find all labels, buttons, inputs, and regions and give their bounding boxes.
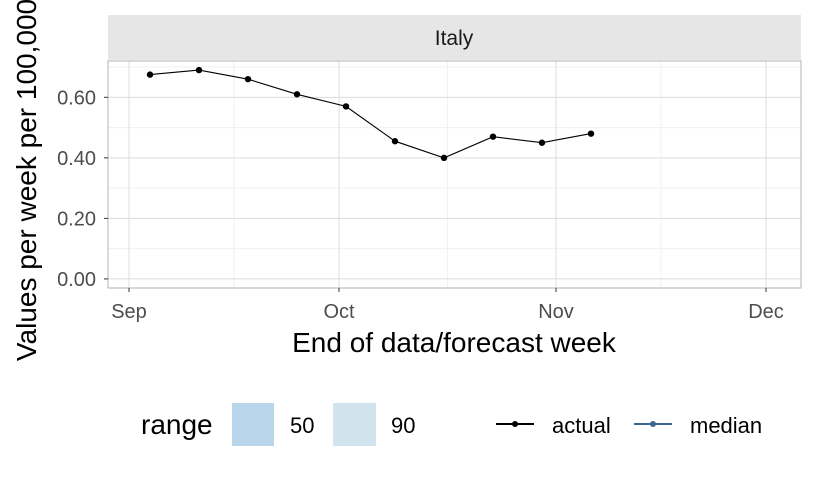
data-point-actual [342,103,350,110]
legend-label-90: 90 [391,413,415,438]
legend-key-50 [232,403,274,446]
x-tick-label: Oct [323,301,355,323]
legend-key-actual-point [512,421,518,427]
legend-key-90 [333,403,376,446]
data-point-actual [440,154,448,162]
y-axis-ticks: 0.00 0.20 0.40 0.60 [57,87,108,291]
x-axis-title: End of data/forecast week [292,327,617,358]
data-point-actual [146,71,154,78]
panel-border [107,60,802,289]
data-point-actual [195,66,203,74]
panel-strip [108,15,801,60]
series-layer [146,66,595,162]
legend-key-median-point [650,421,656,427]
series-line-actual [149,69,592,159]
x-axis-ticks: Sep Oct Nov Dec [111,288,784,323]
grid-major [108,61,801,288]
plot-area [107,60,802,289]
data-point-actual [391,138,399,145]
y-tick-label: 0.00 [57,269,96,291]
x-tick-label: Nov [538,301,574,323]
x-tick-label: Dec [748,301,784,323]
panel-title: Italy [435,27,474,50]
panel-background [108,61,801,288]
y-tick-label: 0.40 [57,148,96,170]
data-point-actual [244,75,252,83]
y-tick-label: 0.60 [57,87,96,109]
grid-minor [108,61,801,288]
y-axis-title: Values per week per 100,000 [11,0,42,361]
x-tick-label: Sep [111,301,147,323]
legend-label-median: median [690,413,762,438]
data-point-actual [489,133,497,140]
data-point-actual [587,130,595,137]
legend-range-title: range [141,409,213,440]
legend-label-actual: actual [552,413,611,438]
legend: range 50 90 actual median [141,403,762,446]
data-point-actual [293,91,301,98]
y-tick-label: 0.20 [57,208,96,230]
legend-label-50: 50 [290,413,314,438]
data-point-actual [538,139,546,146]
